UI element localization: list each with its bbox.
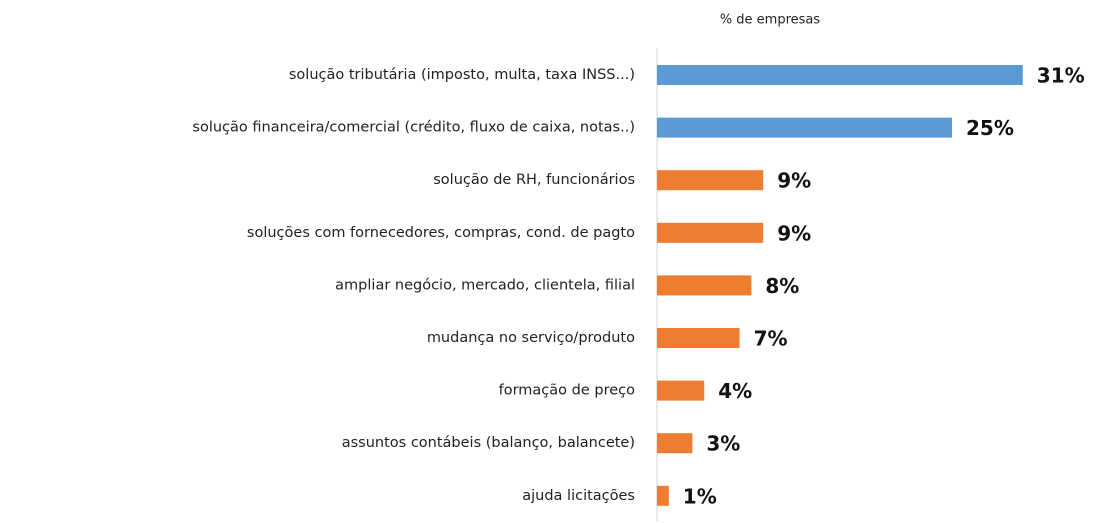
value-label: 8%	[765, 274, 799, 298]
bar	[657, 117, 952, 138]
bar	[657, 170, 764, 191]
category-label: mudança no serviço/produto	[427, 330, 635, 346]
value-label: 7%	[754, 327, 788, 351]
value-label: 4%	[718, 379, 752, 403]
bar	[657, 65, 1023, 85]
value-label: 31%	[1037, 64, 1085, 88]
value-label: 9%	[777, 221, 811, 245]
bar	[657, 380, 705, 401]
category-label: assuntos contábeis (balanço, balancete)	[342, 435, 635, 451]
category-label: formação de preço	[499, 383, 636, 399]
value-label: 3%	[706, 432, 740, 456]
bar	[657, 433, 693, 454]
bar	[657, 328, 740, 348]
category-label: solução de RH, funcionários	[433, 172, 635, 188]
category-label: soluções com fornecedores, compras, cond…	[247, 225, 635, 241]
category-label: ampliar negócio, mercado, clientela, fil…	[335, 277, 635, 293]
value-label: 9%	[777, 169, 811, 193]
bar	[657, 275, 752, 296]
chart-title: % de empresas	[720, 13, 821, 28]
bar	[657, 222, 764, 243]
category-label: solução tributária (imposto, multa, taxa…	[289, 67, 635, 83]
category-label: solução financeira/comercial (crédito, f…	[192, 120, 635, 136]
value-label: 25%	[966, 116, 1014, 140]
bar	[657, 485, 669, 506]
value-label: 1%	[683, 484, 717, 508]
category-label: ajuda licitações	[522, 488, 635, 504]
